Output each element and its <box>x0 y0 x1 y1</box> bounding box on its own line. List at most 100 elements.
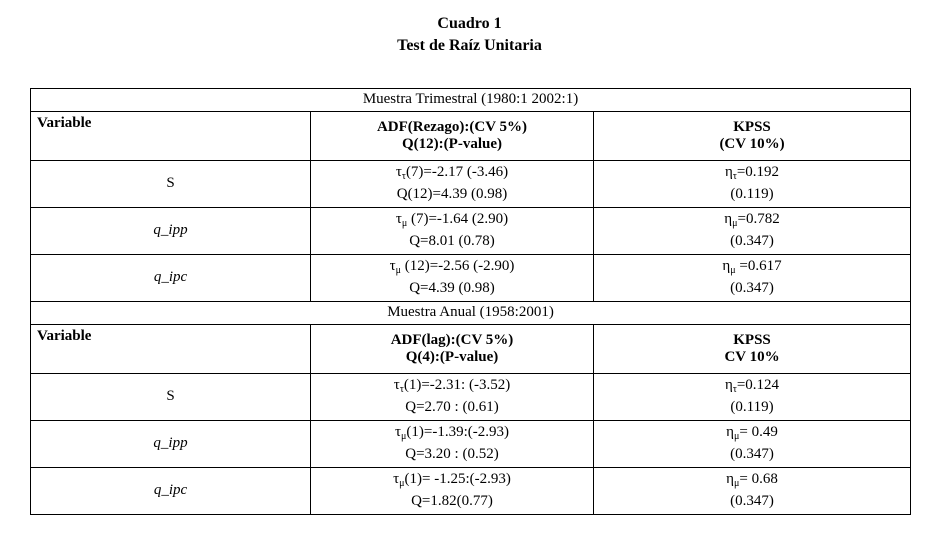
variable-cell: q_ipp <box>30 206 311 255</box>
stat-value: =0.192 <box>736 164 780 181</box>
kpss-cv-line: (0.347) <box>730 493 774 510</box>
greek-base: η <box>724 164 733 181</box>
kpss-cv-line: (0.119) <box>730 399 774 416</box>
kpss-stat-line: ημ =0.617 <box>600 256 904 278</box>
table-caption: Cuadro 1 Test de Raíz Unitaria <box>0 0 939 58</box>
col-header-adf: ADF(lag):(CV 5%) Q(4):(P-value) <box>310 323 594 374</box>
variable-cell: q_ipc <box>30 466 311 515</box>
adf-header-line1: ADF(lag):(CV 5%) <box>390 331 514 348</box>
kpss-header-line2: CV 10% <box>724 348 780 365</box>
adf-stat-line: τμ (7)=-1.64 (2.90) <box>317 209 587 231</box>
stat-value: (7)=-1.64 (2.90) <box>407 211 509 228</box>
greek-subscript: μ <box>401 218 408 230</box>
greek-subscript: μ <box>401 431 407 443</box>
adf-stat-line: ττ(1)=-2.31: (-3.52) <box>317 375 587 397</box>
table-row: q_ipp τμ (7)=-1.64 (2.90) Q=8.01 (0.78) … <box>30 206 912 255</box>
adf-q-line: Q=4.39 (0.98) <box>409 280 495 297</box>
adf-header-line2: Q(4):(P-value) <box>405 348 499 365</box>
adf-cell: τμ (12)=-2.56 (-2.90) Q=4.39 (0.98) <box>310 253 594 302</box>
adf-stat-line: τμ(1)= -1.25:(-2.93) <box>317 469 587 491</box>
kpss-header-line2: (CV 10%) <box>719 135 785 152</box>
adf-header-line1: ADF(Rezago):(CV 5%) <box>376 118 528 135</box>
col-header-variable: Variable <box>30 110 311 161</box>
stat-value: (12)=-2.56 (-2.90) <box>400 258 515 275</box>
greek-subscript: τ <box>732 384 737 396</box>
col-header-variable: Variable <box>30 323 311 374</box>
stat-value: (7)=-2.17 (-3.46) <box>405 164 509 181</box>
kpss-cell: ητ=0.124 (0.119) <box>592 372 912 421</box>
kpss-stat-line: ημ= 0.49 <box>600 422 904 444</box>
kpss-cv-line: (0.347) <box>730 233 774 250</box>
variable-cell: S <box>30 159 311 208</box>
adf-cell: τμ(1)=-1.39:(-2.93) Q=3.20 : (0.52) <box>310 419 594 468</box>
table-row: S ττ(7)=-2.17 (-3.46) Q(12)=4.39 (0.98) … <box>30 159 912 208</box>
kpss-cv-line: (0.347) <box>730 446 774 463</box>
kpss-header-line1: KPSS <box>733 331 771 348</box>
adf-q-line: Q(12)=4.39 (0.98) <box>396 186 508 203</box>
greek-base: τ <box>395 164 402 181</box>
adf-cell: ττ(1)=-2.31: (-3.52) Q=2.70 : (0.61) <box>310 372 594 421</box>
stat-value: (1)=-1.39:(-2.93) <box>406 424 509 441</box>
kpss-cell: ημ= 0.49 (0.347) <box>592 419 912 468</box>
greek-base: η <box>726 471 735 488</box>
adf-cell: τμ (7)=-1.64 (2.90) Q=8.01 (0.78) <box>310 206 594 255</box>
kpss-stat-line: ητ=0.192 <box>600 162 904 184</box>
adf-cell: τμ(1)= -1.25:(-2.93) Q=1.82(0.77) <box>310 466 594 515</box>
section-title-row: Muestra Trimestral (1980:1 2002:1) <box>29 87 912 112</box>
adf-q-line: Q=3.20 : (0.52) <box>405 446 499 463</box>
stat-value: = 0.49 <box>739 424 778 441</box>
greek-base: τ <box>394 424 402 441</box>
greek-base: η <box>726 424 735 441</box>
kpss-header-line1: KPSS <box>733 118 771 135</box>
adf-stat-line: τμ(1)=-1.39:(-2.93) <box>317 422 587 444</box>
table-row: q_ipc τμ (12)=-2.56 (-2.90) Q=4.39 (0.98… <box>30 253 912 302</box>
variable-cell: q_ipc <box>30 253 311 302</box>
greek-subscript: μ <box>734 478 740 490</box>
greek-subscript: μ <box>734 431 740 443</box>
variable-cell: q_ipp <box>30 419 311 468</box>
section-title-trimestral: Muestra Trimestral (1980:1 2002:1) <box>29 87 912 112</box>
header-row: Variable ADF(lag):(CV 5%) Q(4):(P-value)… <box>30 323 912 374</box>
section-title-row: Muestra Anual (1958:2001) <box>29 300 912 325</box>
adf-header-line2: Q(12):(P-value) <box>402 135 502 152</box>
greek-base: η <box>724 377 733 394</box>
table-row: S ττ(1)=-2.31: (-3.52) Q=2.70 : (0.61) η… <box>30 372 912 421</box>
greek-base: τ <box>389 258 396 275</box>
kpss-cell: ημ=0.782 (0.347) <box>592 206 912 255</box>
kpss-cell: ητ=0.192 (0.119) <box>592 159 912 208</box>
kpss-cv-line: (0.119) <box>730 186 774 203</box>
section-title-anual: Muestra Anual (1958:2001) <box>29 300 912 325</box>
adf-cell: ττ(7)=-2.17 (-3.46) Q(12)=4.39 (0.98) <box>310 159 594 208</box>
col-header-kpss: KPSS (CV 10%) <box>592 110 912 161</box>
col-header-kpss: KPSS CV 10% <box>592 323 912 374</box>
greek-subscript: μ <box>730 265 736 277</box>
adf-q-line: Q=1.82(0.77) <box>411 493 493 510</box>
stat-value: =0.124 <box>736 377 780 394</box>
greek-base: τ <box>393 377 400 394</box>
stat-value: (1)= -1.25:(-2.93) <box>404 471 511 488</box>
adf-stat-line: ττ(7)=-2.17 (-3.46) <box>317 162 587 184</box>
adf-stat-line: τμ (12)=-2.56 (-2.90) <box>317 256 587 278</box>
kpss-cell: ημ =0.617 (0.347) <box>592 253 912 302</box>
greek-subscript: τ <box>401 171 406 183</box>
stat-value: (1)=-2.31: (-3.52) <box>403 377 511 394</box>
unit-root-test-table: Muestra Trimestral (1980:1 2002:1) Varia… <box>29 87 912 515</box>
kpss-stat-line: ημ= 0.68 <box>600 469 904 491</box>
col-header-adf: ADF(Rezago):(CV 5%) Q(12):(P-value) <box>310 110 594 161</box>
greek-subscript: μ <box>395 265 401 277</box>
adf-q-line: Q=8.01 (0.78) <box>409 233 495 250</box>
kpss-cv-line: (0.347) <box>730 280 774 297</box>
adf-q-line: Q=2.70 : (0.61) <box>405 399 499 416</box>
greek-subscript: μ <box>399 478 405 490</box>
stat-value: = 0.68 <box>739 471 778 488</box>
greek-subscript: μ <box>732 218 738 230</box>
table-row: q_ipp τμ(1)=-1.39:(-2.93) Q=3.20 : (0.52… <box>30 419 912 468</box>
kpss-stat-line: ητ=0.124 <box>600 375 904 397</box>
header-row: Variable ADF(Rezago):(CV 5%) Q(12):(P-va… <box>30 110 912 161</box>
caption-line2: Test de Raíz Unitaria <box>397 37 542 55</box>
greek-base: η <box>722 258 731 275</box>
stat-value: =0.617 <box>735 258 782 275</box>
greek-base: τ <box>395 211 402 228</box>
variable-cell: S <box>30 372 311 421</box>
